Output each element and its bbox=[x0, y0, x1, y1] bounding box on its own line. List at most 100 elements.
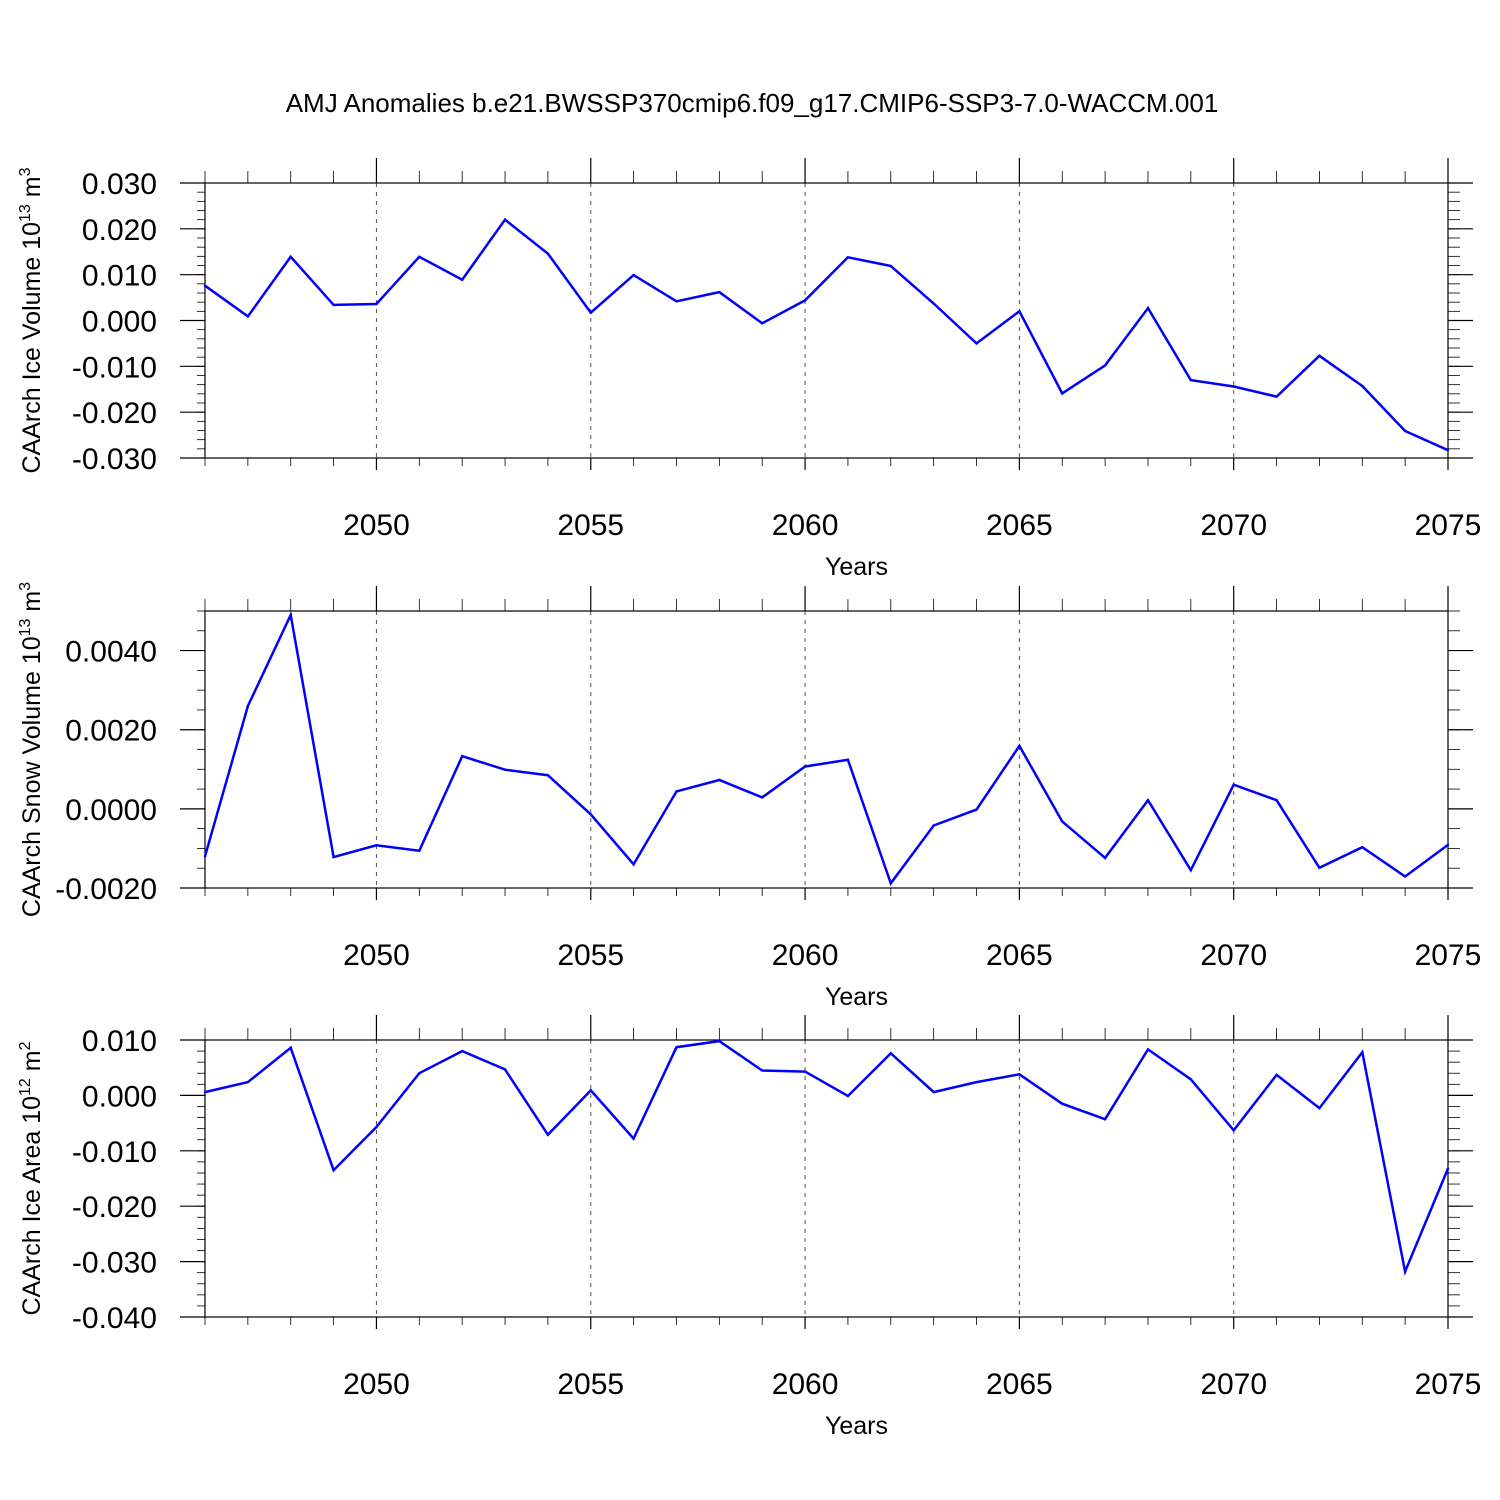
ice-area-data-point bbox=[1018, 1073, 1021, 1076]
ice-area-ytick-label: -0.040 bbox=[72, 1302, 157, 1335]
snow-volume-data-point bbox=[1018, 744, 1021, 748]
ice-volume-data-point bbox=[932, 302, 935, 305]
ice-volume-data-point bbox=[332, 303, 335, 307]
ice-area-data-point bbox=[1275, 1073, 1278, 1077]
ice-area-data-point bbox=[375, 1125, 378, 1129]
ice-area-data-point bbox=[718, 1039, 721, 1043]
ice-volume-data-point bbox=[718, 290, 721, 294]
ice-volume-xtick-label: 2050 bbox=[343, 509, 410, 542]
ice-volume-data-point bbox=[1403, 429, 1407, 433]
ice-volume-data-point bbox=[1361, 384, 1364, 388]
ice-area-xtick-label: 2050 bbox=[343, 1368, 410, 1401]
snow-volume-data-point bbox=[1361, 846, 1364, 849]
ice-volume-xtick-label: 2060 bbox=[772, 509, 839, 542]
snow-volume-ytick-label: 0.0020 bbox=[65, 715, 157, 748]
snow-volume-data-point bbox=[546, 774, 550, 777]
snow-volume-data-point bbox=[761, 796, 764, 799]
ice-volume-data-point bbox=[675, 300, 678, 303]
ice-volume-xlabel: Years bbox=[825, 553, 888, 581]
ice-area-data-point bbox=[675, 1046, 678, 1049]
ice-area-data-point bbox=[846, 1094, 850, 1098]
snow-volume-xtick-label: 2055 bbox=[557, 939, 624, 972]
snow-volume-data-point bbox=[932, 824, 935, 827]
ice-area-data-point bbox=[1403, 1270, 1407, 1273]
snow-volume-data-point bbox=[460, 755, 464, 758]
snow-volume-data-point bbox=[332, 855, 335, 859]
ice-volume-data-point bbox=[1146, 306, 1150, 310]
panel-ice-volume: 2050 2055 2060 2065 2070 2075 Years 0.030 0.020 0… bbox=[17, 158, 1481, 581]
ice-volume-data-point bbox=[632, 273, 635, 277]
snow-volume-data-point bbox=[1403, 875, 1407, 878]
ice-area-xtick-label: 2070 bbox=[1200, 1368, 1267, 1401]
snow-volume-data-point bbox=[1146, 798, 1150, 802]
ice-volume-data-point bbox=[1318, 354, 1321, 357]
ice-area-data-point bbox=[932, 1090, 935, 1094]
ice-area-ytick-label: -0.010 bbox=[72, 1136, 157, 1169]
ice-area-data-point bbox=[1189, 1078, 1193, 1081]
ice-area-data-point bbox=[289, 1046, 292, 1049]
ice-volume-ytick-label: 0.000 bbox=[82, 306, 157, 339]
ice-area-data-point bbox=[546, 1133, 550, 1136]
ice-volume-data-point bbox=[761, 322, 764, 325]
snow-volume-ytick-label: -0.0020 bbox=[55, 873, 157, 906]
snow-volume-data-point bbox=[1189, 868, 1193, 872]
snow-volume-xtick-label: 2050 bbox=[343, 939, 410, 972]
ice-volume-data-point bbox=[1061, 392, 1064, 395]
snow-volume-xtick-label: 2065 bbox=[986, 939, 1053, 972]
snow-volume-ytick-label: 0.0000 bbox=[65, 794, 157, 827]
panel-snow-volume: 2050 2055 2060 2065 2070 2075 Years 0.0040 0.002… bbox=[17, 582, 1481, 1011]
ice-volume-data-point bbox=[546, 252, 550, 255]
ice-area-data-point bbox=[460, 1049, 464, 1053]
ice-volume-data-point bbox=[1189, 378, 1193, 382]
snow-volume-data-point bbox=[289, 613, 292, 617]
ice-volume-ytick-label: -0.030 bbox=[72, 443, 157, 476]
ice-area-data-point bbox=[246, 1080, 250, 1084]
ice-volume-data-point bbox=[1275, 395, 1278, 398]
ice-volume-data-point bbox=[803, 299, 807, 302]
snow-volume-data-point bbox=[1061, 820, 1064, 823]
snow-volume-ylabel: CAArch Snow Volume 1013 m3 bbox=[17, 582, 46, 917]
ice-volume-xtick-label: 2065 bbox=[986, 509, 1053, 542]
ice-volume-data-point bbox=[503, 218, 507, 221]
ice-area-data-point bbox=[503, 1068, 507, 1071]
snow-volume-xlabel: Years bbox=[825, 983, 888, 1011]
ice-area-series-line bbox=[204, 1039, 1450, 1276]
ice-area-data-point bbox=[632, 1137, 635, 1140]
snow-volume-series-line bbox=[203, 610, 1449, 886]
ice-volume-series-line bbox=[204, 217, 1449, 452]
snow-volume-data-point bbox=[975, 808, 978, 811]
ice-area-frame bbox=[204, 1039, 1449, 1318]
ice-volume-ytick-label: -0.020 bbox=[72, 397, 157, 430]
ice-area-ylabel: CAArch Ice Area 1012 m2 bbox=[17, 1041, 46, 1315]
ice-area-data-point bbox=[203, 1090, 207, 1094]
ice-volume-data-point bbox=[975, 342, 978, 345]
ice-area-xtick-label: 2075 bbox=[1415, 1368, 1482, 1401]
snow-volume-data-point bbox=[418, 849, 421, 853]
snow-volume-data-point bbox=[1318, 866, 1321, 870]
panel-ice-area: 2050 2055 2060 2065 2070 2075 Years 0.010 0.000 -… bbox=[17, 1015, 1481, 1440]
ice-volume-ytick-label: 0.020 bbox=[82, 214, 157, 247]
ice-volume-ytick-label: 0.030 bbox=[82, 168, 157, 201]
ice-area-data-point bbox=[1061, 1102, 1064, 1105]
ice-area-data-point bbox=[589, 1089, 592, 1092]
ice-volume-xtick-label: 2075 bbox=[1415, 509, 1482, 542]
snow-volume-data-point bbox=[632, 863, 635, 866]
ice-volume-data-point bbox=[460, 278, 464, 281]
snow-volume-data-point bbox=[375, 844, 378, 847]
snow-volume-xtick-label: 2075 bbox=[1415, 939, 1482, 972]
ice-area-data-point bbox=[1318, 1106, 1321, 1110]
ice-area-ytick-label: -0.030 bbox=[72, 1247, 157, 1280]
ice-area-data-point bbox=[418, 1072, 421, 1075]
ice-area-data-point bbox=[1361, 1050, 1364, 1054]
snow-volume-data-point bbox=[675, 790, 678, 793]
ice-area-data-point bbox=[1232, 1129, 1235, 1132]
ice-volume-data-point bbox=[289, 255, 292, 258]
snow-volume-xtick-label: 2060 bbox=[772, 939, 839, 972]
snow-volume-data-point bbox=[1232, 783, 1235, 786]
snow-volume-data-point bbox=[846, 758, 850, 761]
ice-volume-data-point bbox=[1446, 449, 1450, 452]
ice-area-data-point bbox=[889, 1052, 892, 1055]
ice-area-xtick-label: 2055 bbox=[557, 1368, 624, 1401]
ice-volume-data-point bbox=[246, 315, 250, 318]
ice-area-xlabel: Years bbox=[825, 1412, 888, 1440]
